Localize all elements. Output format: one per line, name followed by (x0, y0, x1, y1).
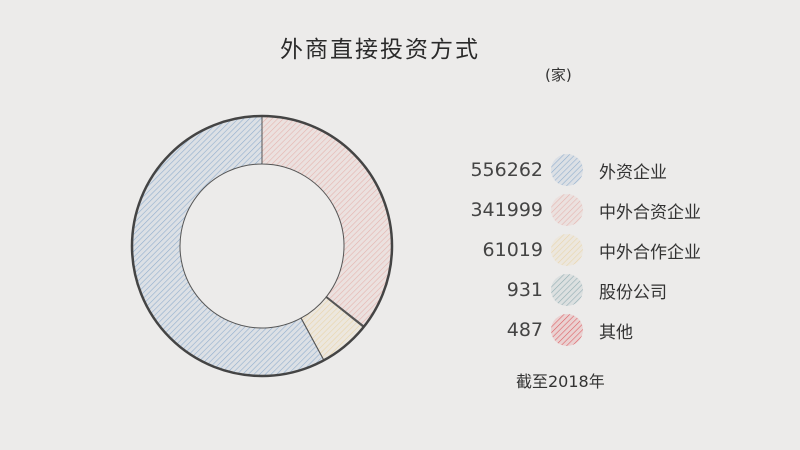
legend-swatch-circle (551, 194, 583, 226)
legend-swatch (551, 194, 583, 226)
donut-outline (130, 114, 394, 378)
legend-item: 341999 中外合资企业 (450, 190, 701, 230)
legend-item: 487 其他 (450, 310, 701, 350)
legend-value: 487 (506, 319, 543, 341)
legend: 556262 外资企业 341999 中外合资企业 61019 中外合作企业 9… (450, 150, 701, 350)
chart-title: 外商直接投资方式 (280, 37, 480, 63)
legend-swatch-circle (551, 234, 583, 266)
legend-swatch (551, 234, 583, 266)
legend-swatch-circle (551, 314, 583, 346)
legend-swatch-circle (551, 274, 583, 306)
legend-value: 556262 (470, 159, 543, 181)
legend-swatch (551, 274, 583, 306)
legend-value: 931 (506, 279, 543, 301)
legend-swatch (551, 154, 583, 186)
legend-item: 61019 中外合作企业 (450, 230, 701, 270)
unit-label: (家) (545, 66, 572, 84)
legend-value: 341999 (470, 199, 543, 221)
legend-label: 中外合资企业 (599, 202, 701, 223)
legend-label: 外资企业 (599, 162, 667, 183)
legend-item: 931 股份公司 (450, 270, 701, 310)
legend-value: 61019 (482, 239, 543, 261)
legend-label: 中外合作企业 (599, 242, 701, 263)
legend-label: 股份公司 (599, 282, 667, 303)
date-note: 截至2018年 (516, 372, 605, 391)
slice-中外合资企业 (261, 115, 393, 328)
legend-swatch-circle (551, 154, 583, 186)
legend-item: 556262 外资企业 (450, 150, 701, 190)
legend-label: 其他 (599, 322, 633, 343)
legend-swatch (551, 314, 583, 346)
